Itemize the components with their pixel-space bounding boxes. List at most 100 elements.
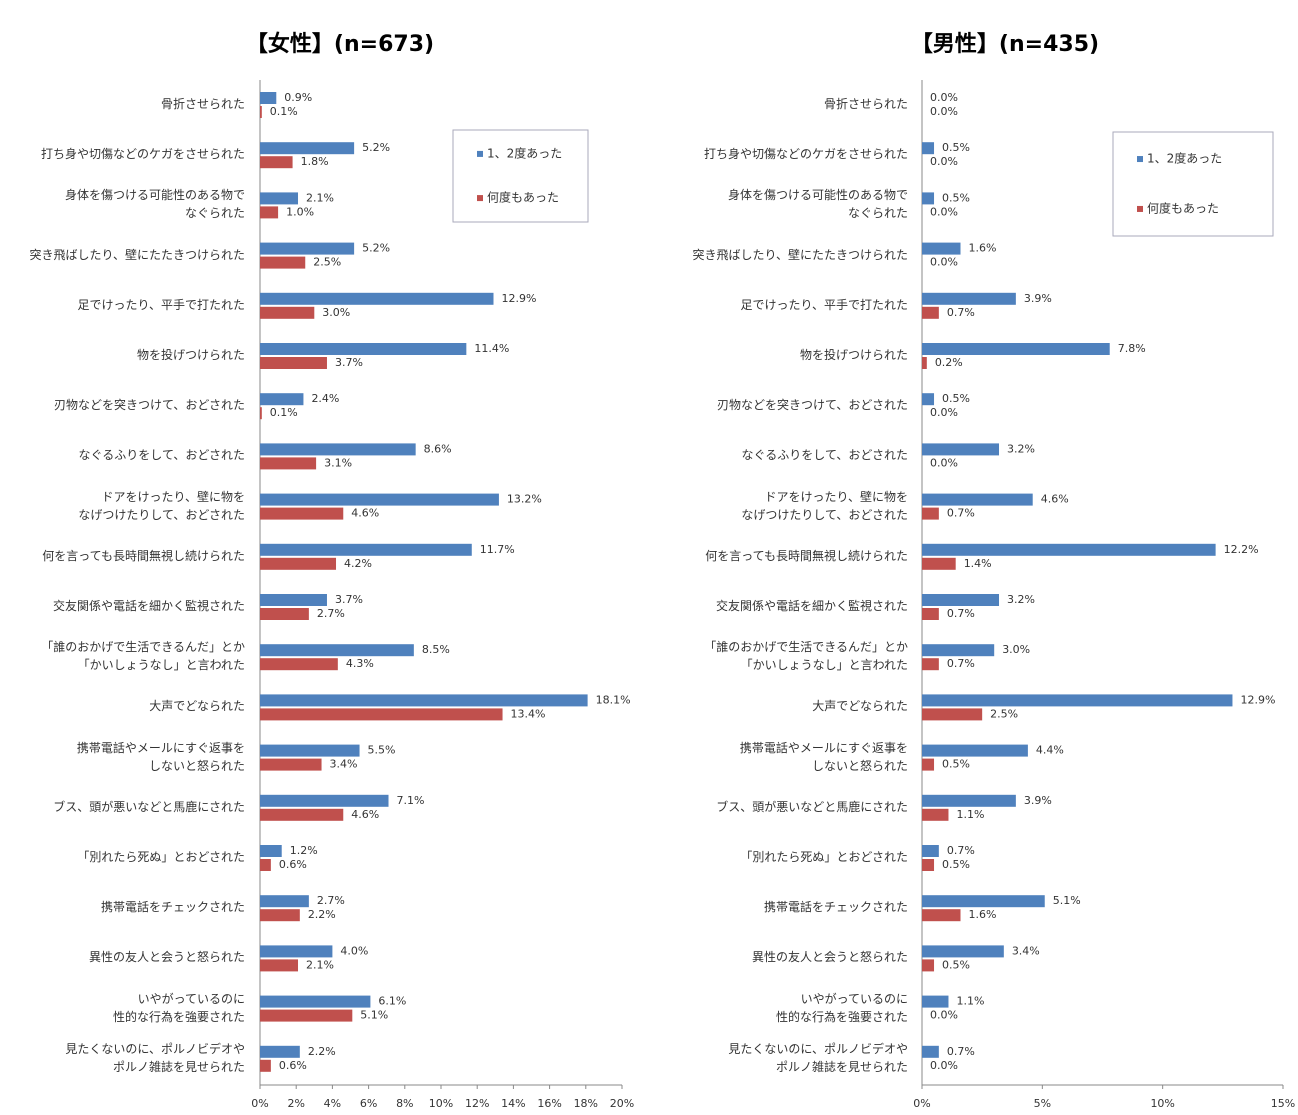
legend-box	[452, 129, 589, 223]
category-label: 刃物などを突きつけて、おどされた	[716, 398, 908, 413]
data-label: 0.2%	[935, 356, 963, 369]
data-label: 0.0%	[930, 91, 958, 104]
bar	[922, 557, 956, 570]
bar	[922, 909, 961, 922]
bar	[922, 794, 1016, 807]
x-tick-label: 0%	[913, 1097, 930, 1110]
data-label: 2.2%	[308, 908, 336, 921]
bar	[260, 895, 309, 908]
data-label: 5.1%	[360, 1009, 388, 1022]
data-label: 3.2%	[1007, 593, 1035, 606]
bar	[260, 995, 371, 1008]
bar	[260, 644, 414, 657]
category-label: 足でけったり、平手で打たれた	[77, 297, 245, 312]
category-label: 「別れたら死ぬ」とおどされた	[740, 850, 908, 864]
bar	[922, 142, 935, 155]
data-label: 0.0%	[930, 105, 958, 118]
bar	[260, 1059, 271, 1072]
bar	[260, 242, 355, 255]
bar	[922, 242, 961, 255]
x-tick-label: 12%	[465, 1097, 489, 1110]
legend-swatch	[477, 150, 483, 157]
x-tick-label: 0%	[251, 1097, 268, 1110]
data-label: 11.7%	[480, 543, 515, 556]
category-label: 異性の友人と会うと怒られた	[88, 950, 245, 965]
bar	[260, 343, 467, 355]
bar	[260, 457, 317, 470]
bar	[260, 594, 327, 606]
bar	[922, 292, 1016, 305]
bar	[260, 808, 344, 821]
data-label: 0.7%	[947, 844, 975, 857]
bar	[260, 142, 355, 155]
data-label: 1.8%	[301, 155, 329, 168]
category-label: 何を言っても長時間無視し続けられた	[42, 548, 245, 563]
bar	[922, 744, 1028, 757]
bar	[922, 192, 935, 205]
data-label: 0.0%	[930, 456, 958, 469]
data-label: 4.0%	[340, 944, 368, 957]
legend-swatch	[1137, 205, 1143, 212]
category-label: 「誰のおかげで生活できるんだ」とか 「かいしょうなし」と言われた	[704, 640, 908, 673]
bar	[922, 357, 927, 369]
data-label: 1.6%	[969, 242, 997, 255]
category-label: 携帯電話やメールにすぐ返事を しないと怒られた	[76, 740, 245, 773]
data-label: 18.1%	[596, 693, 631, 706]
category-label: ドアをけったり、壁に物を なげつけたりして、おどされた	[741, 489, 908, 522]
data-label: 12.9%	[1240, 693, 1275, 706]
data-label: 0.1%	[270, 406, 298, 419]
data-label: 11.4%	[474, 342, 509, 355]
data-label: 1.2%	[290, 844, 318, 857]
bar	[922, 859, 935, 871]
bar	[922, 995, 949, 1008]
bar	[260, 393, 304, 406]
category-label: いやがっているのに 性的な行為を強要された	[775, 991, 908, 1024]
category-label: なぐるふりをして、おどされた	[741, 448, 908, 463]
bar	[260, 744, 360, 757]
x-tick-label: 15%	[1271, 1097, 1295, 1110]
data-label: 0.6%	[279, 858, 307, 871]
data-label: 1.1%	[956, 808, 984, 821]
data-label: 1.4%	[964, 557, 992, 570]
legend-label: 何度もあった	[1147, 200, 1219, 215]
data-label: 2.5%	[313, 256, 341, 269]
data-label: 0.5%	[942, 392, 970, 405]
x-tick-label: 16%	[537, 1097, 561, 1110]
bar	[260, 92, 277, 104]
data-label: 0.7%	[947, 1045, 975, 1058]
data-label: 0.0%	[930, 155, 958, 168]
bar	[260, 945, 333, 958]
bar	[260, 557, 337, 570]
category-label: 交友関係や電話を細かく監視された	[52, 599, 245, 613]
data-label: 0.5%	[942, 858, 970, 871]
data-label: 2.1%	[306, 191, 334, 204]
bar	[260, 959, 299, 972]
category-label: ブス、頭が悪いなどと馬鹿にされた	[716, 799, 908, 814]
category-label: 突き飛ばしたり、壁にたたきつけられた	[29, 247, 245, 262]
data-label: 4.6%	[1041, 493, 1069, 506]
bar	[260, 357, 327, 369]
x-tick-label: 14%	[501, 1097, 525, 1110]
data-label: 3.4%	[1012, 944, 1040, 957]
x-tick-label: 6%	[360, 1097, 377, 1110]
category-label: 骨折させられた	[160, 97, 245, 111]
bar	[260, 1009, 353, 1022]
category-label: 物を投げつけられた	[799, 348, 908, 362]
data-label: 8.6%	[424, 442, 452, 455]
data-label: 3.9%	[1024, 794, 1052, 807]
data-label: 3.0%	[1002, 643, 1030, 656]
data-label: 0.0%	[930, 1009, 958, 1022]
category-label: 大声でどなられた	[812, 699, 908, 714]
data-label: 0.0%	[930, 205, 958, 218]
data-label: 3.4%	[330, 758, 358, 771]
data-label: 2.7%	[317, 607, 345, 620]
data-label: 3.7%	[335, 356, 363, 369]
category-label: 見たくないのに、ポルノビデオや ポルノ雑誌を見せられた	[65, 1041, 245, 1074]
bar	[922, 895, 1045, 908]
category-label: 打ち身や切傷などのケガをさせられた	[40, 147, 245, 162]
data-label: 1.0%	[286, 205, 314, 218]
data-label: 0.1%	[270, 105, 298, 118]
data-label: 2.2%	[308, 1045, 336, 1058]
data-label: 0.0%	[930, 256, 958, 269]
bar	[922, 493, 1033, 506]
